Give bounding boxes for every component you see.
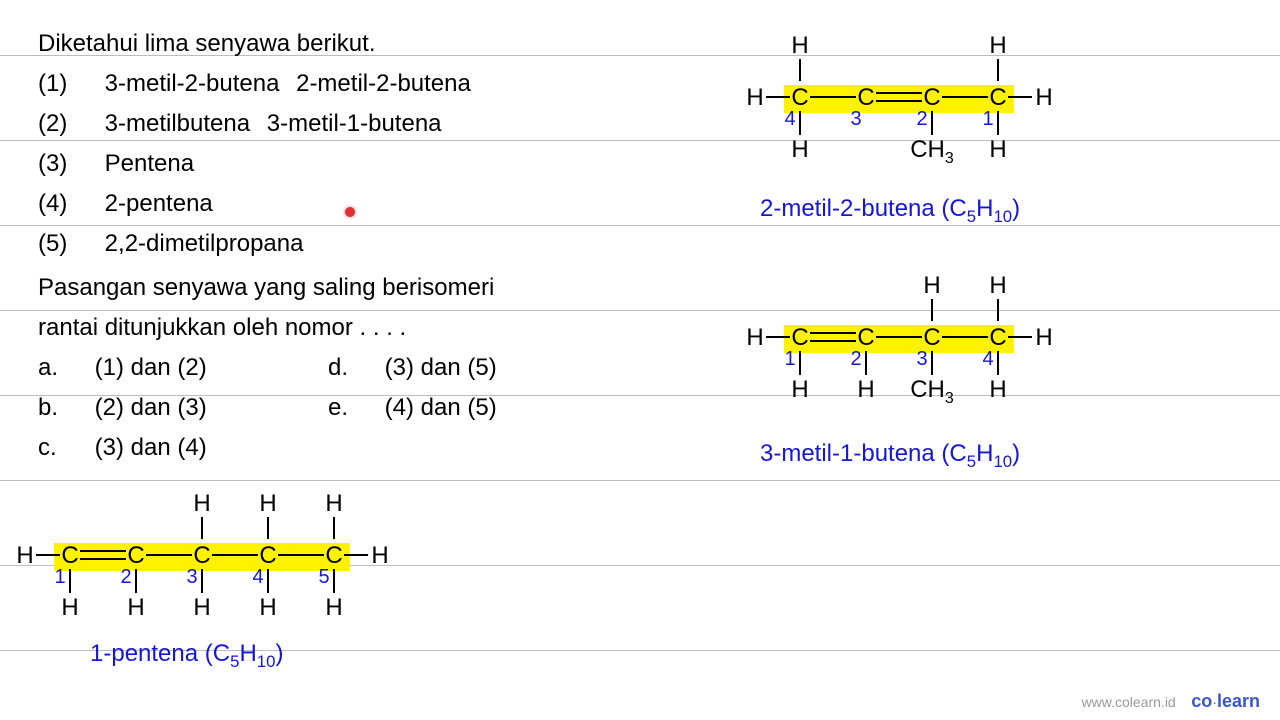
rule-line	[0, 225, 1280, 226]
svg-text:CH3: CH3	[910, 376, 954, 407]
svg-text:3: 3	[916, 348, 927, 370]
item-num: (1)	[38, 70, 98, 99]
molecule-2-caption: 3-metil-1-butena (C5H10)	[760, 440, 1020, 472]
svg-text:H: H	[325, 490, 342, 517]
svg-text:C: C	[259, 542, 276, 569]
item-text: Pentena	[105, 150, 194, 177]
item-4: (4) 2-pentena	[38, 190, 213, 219]
option-a: a. (1) dan (2)	[38, 354, 207, 383]
option-d: d. (3) dan (5)	[328, 354, 497, 383]
svg-text:H: H	[193, 490, 210, 517]
svg-text:C: C	[61, 542, 78, 569]
svg-text:C: C	[127, 542, 144, 569]
svg-text:H: H	[923, 272, 940, 299]
svg-text:2: 2	[120, 566, 131, 588]
item-2: (2) 3-metilbutena 3-metil-1-butena	[38, 110, 442, 139]
svg-text:CH3: CH3	[910, 136, 954, 167]
laser-dot-icon	[345, 207, 355, 217]
svg-text:1: 1	[54, 566, 65, 588]
item-num: (4)	[38, 190, 98, 219]
item-3: (3) Pentena	[38, 150, 194, 179]
item-num: (5)	[38, 230, 98, 259]
svg-text:C: C	[923, 84, 940, 111]
option-e: e. (4) dan (5)	[328, 394, 497, 423]
option-b: b. (2) dan (3)	[38, 394, 207, 423]
item-ann: 2-metil-2-butena	[296, 70, 471, 97]
item-text: 3-metil-2-butena	[105, 70, 280, 97]
brand-footer: www.colearn.id co·learn	[1082, 691, 1260, 712]
prompt-line-2: rantai ditunjukkan oleh nomor . . . .	[38, 314, 406, 343]
svg-text:3: 3	[850, 108, 861, 130]
item-text: 2,2-dimetilpropana	[105, 230, 304, 257]
item-text: 2-pentena	[105, 190, 213, 217]
svg-text:H: H	[989, 32, 1006, 59]
svg-text:C: C	[857, 84, 874, 111]
brand-name-1: co	[1191, 691, 1212, 711]
svg-text:H: H	[989, 272, 1006, 299]
molecule-3-metil-1-butena: HHC1HC2HC3HCH3C4HH	[740, 260, 1110, 430]
option-text: (3) dan (4)	[95, 434, 207, 461]
option-text: (1) dan (2)	[95, 354, 207, 381]
option-key: b.	[38, 394, 88, 423]
svg-text:H: H	[371, 542, 388, 569]
brand-url: www.colearn.id	[1082, 694, 1176, 710]
molecule-1-pentena: HHC1HC2HC3HHC4HHC5HH	[10, 478, 450, 648]
svg-text:3: 3	[186, 566, 197, 588]
svg-text:H: H	[989, 136, 1006, 163]
svg-text:H: H	[325, 594, 342, 621]
svg-text:H: H	[791, 32, 808, 59]
svg-text:C: C	[791, 324, 808, 351]
option-text: (4) dan (5)	[385, 394, 497, 421]
option-key: a.	[38, 354, 88, 383]
svg-text:H: H	[193, 594, 210, 621]
molecule-1-caption: 2-metil-2-butena (C5H10)	[760, 195, 1020, 227]
svg-text:2: 2	[850, 348, 861, 370]
svg-text:4: 4	[252, 566, 263, 588]
svg-text:C: C	[989, 324, 1006, 351]
item-5: (5) 2,2-dimetilpropana	[38, 230, 303, 259]
svg-text:C: C	[857, 324, 874, 351]
svg-text:4: 4	[784, 108, 795, 130]
svg-text:1: 1	[982, 108, 993, 130]
svg-text:H: H	[259, 594, 276, 621]
svg-text:H: H	[989, 376, 1006, 403]
option-c: c. (3) dan (4)	[38, 434, 207, 463]
svg-text:C: C	[193, 542, 210, 569]
svg-text:H: H	[1035, 84, 1052, 111]
question-intro: Diketahui lima senyawa berikut.	[38, 30, 376, 59]
option-text: (2) dan (3)	[95, 394, 207, 421]
svg-text:H: H	[1035, 324, 1052, 351]
svg-text:C: C	[791, 84, 808, 111]
svg-text:H: H	[791, 376, 808, 403]
svg-text:5: 5	[318, 566, 329, 588]
item-text: 3-metilbutena	[105, 110, 250, 137]
brand-name-2: learn	[1217, 691, 1260, 711]
molecule-2-metil-2-butena: HHC4HHC3C2CH3C1HH	[740, 20, 1110, 190]
svg-text:H: H	[127, 594, 144, 621]
svg-text:H: H	[746, 324, 763, 351]
svg-text:H: H	[791, 136, 808, 163]
option-text: (3) dan (5)	[385, 354, 497, 381]
option-key: d.	[328, 354, 378, 383]
prompt-line-1: Pasangan senyawa yang saling berisomeri	[38, 274, 494, 303]
svg-text:C: C	[989, 84, 1006, 111]
option-key: c.	[38, 434, 88, 463]
svg-text:C: C	[325, 542, 342, 569]
item-num: (2)	[38, 110, 98, 139]
option-key: e.	[328, 394, 378, 423]
svg-text:H: H	[16, 542, 33, 569]
svg-text:H: H	[61, 594, 78, 621]
svg-text:4: 4	[982, 348, 993, 370]
svg-text:1: 1	[784, 348, 795, 370]
item-1: (1) 3-metil-2-butena 2-metil-2-butena	[38, 70, 471, 99]
svg-text:H: H	[746, 84, 763, 111]
item-num: (3)	[38, 150, 98, 179]
molecule-3-caption: 1-pentena (C5H10)	[90, 640, 283, 672]
svg-text:H: H	[857, 376, 874, 403]
svg-text:2: 2	[916, 108, 927, 130]
svg-text:C: C	[923, 324, 940, 351]
item-ann: 3-metil-1-butena	[267, 110, 442, 137]
svg-text:H: H	[259, 490, 276, 517]
